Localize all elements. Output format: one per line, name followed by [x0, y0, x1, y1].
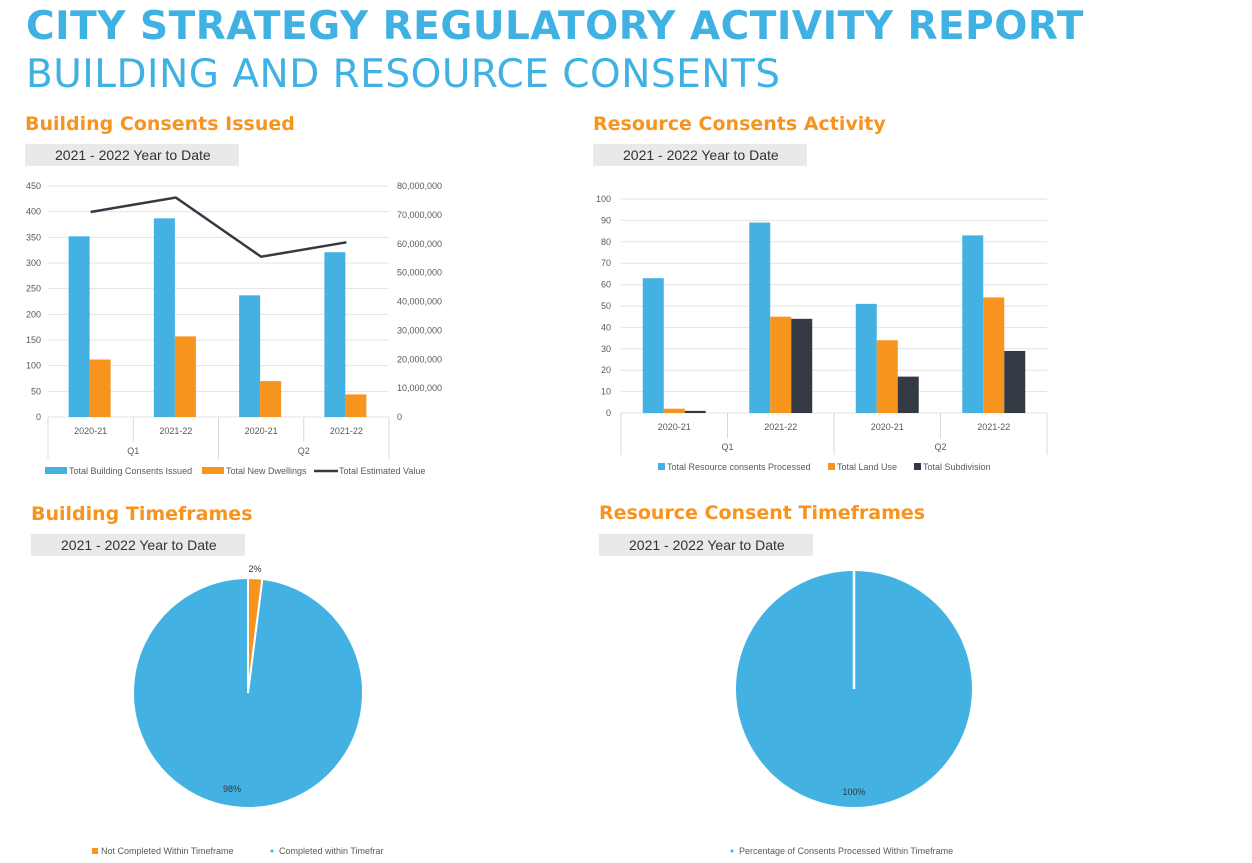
- bar-total-consents: [324, 252, 346, 417]
- bar-resource-processed: [962, 235, 984, 413]
- y-tick-label: 20: [601, 365, 611, 375]
- legend-label: Not Completed Within Timeframe: [101, 846, 234, 856]
- y-tick-label: 100: [26, 361, 41, 371]
- legend-label: Completed within Timefrar: [279, 846, 384, 856]
- y2-tick-label: 20,000,000: [397, 354, 442, 364]
- legend-swatch: [914, 463, 921, 470]
- y-tick-label: 40: [601, 322, 611, 332]
- y2-tick-label: 80,000,000: [397, 181, 442, 191]
- y-tick-label: 300: [26, 258, 41, 268]
- legend-swatch: [658, 463, 665, 470]
- legend-label: Total New Dwellings: [226, 466, 307, 476]
- legend-swatch: [45, 467, 67, 474]
- y-tick-label: 60: [601, 280, 611, 290]
- legend-label: Total Estimated Value: [339, 466, 425, 476]
- bar-total-consents: [68, 236, 90, 417]
- resource-consents-title: Resource Consents Activity: [593, 113, 886, 135]
- y-tick-label: 90: [601, 215, 611, 225]
- resource-consents-period: 2021 - 2022 Year to Date: [593, 144, 807, 166]
- bar-land-use: [876, 340, 898, 413]
- legend-label: Total Land Use: [837, 462, 897, 472]
- x-tick-label: 2021-22: [764, 422, 797, 432]
- bar-new-dwellings: [345, 394, 367, 417]
- y2-tick-label: 40,000,000: [397, 297, 442, 307]
- y-tick-label: 150: [26, 335, 41, 345]
- y-tick-label: 80: [601, 237, 611, 247]
- y-tick-label: 350: [26, 232, 41, 242]
- legend-swatch: [828, 463, 835, 470]
- building-consents-period: 2021 - 2022 Year to Date: [25, 144, 239, 166]
- y-tick-label: 30: [601, 344, 611, 354]
- y-tick-label: 10: [601, 387, 611, 397]
- bar-resource-processed: [855, 303, 877, 413]
- y-tick-label: 50: [601, 301, 611, 311]
- report-subtitle: BUILDING AND RESOURCE CONSENTS: [26, 52, 781, 97]
- bar-resource-processed: [642, 278, 664, 413]
- y2-tick-label: 50,000,000: [397, 268, 442, 278]
- x-tick-label: 2020-21: [74, 426, 107, 436]
- bar-new-dwellings: [260, 381, 282, 417]
- x-group-label: Q2: [934, 442, 946, 452]
- x-tick-label: 2021-22: [330, 426, 363, 436]
- bar-total-consents: [239, 295, 261, 417]
- y-tick-label: 400: [26, 207, 41, 217]
- bar-land-use: [983, 297, 1005, 413]
- y-tick-label: 50: [31, 386, 41, 396]
- y-tick-label: 450: [26, 181, 41, 191]
- bar-total-consents: [153, 218, 175, 417]
- y-tick-label: 70: [601, 258, 611, 268]
- y2-tick-label: 70,000,000: [397, 210, 442, 220]
- line-total-estimated-value: [90, 196, 347, 259]
- building-timeframes-title: Building Timeframes: [31, 503, 253, 525]
- legend-swatch: [730, 849, 734, 853]
- x-tick-label: 2020-21: [871, 422, 904, 432]
- bar-subdivision: [791, 318, 813, 413]
- bar-land-use: [663, 408, 685, 413]
- bar-resource-processed: [749, 222, 771, 413]
- x-group-label: Q1: [127, 446, 139, 456]
- legend-swatch: [270, 849, 274, 853]
- x-tick-label: 2020-21: [658, 422, 691, 432]
- bar-subdivision: [684, 410, 706, 413]
- y-tick-label: 100: [596, 194, 611, 204]
- building-consents-title: Building Consents Issued: [25, 113, 295, 135]
- y2-tick-label: 0: [397, 412, 402, 422]
- y-tick-label: 200: [26, 309, 41, 319]
- pie-data-label: 100%: [842, 787, 865, 797]
- building-timeframes-period: 2021 - 2022 Year to Date: [31, 534, 245, 556]
- bar-land-use: [770, 316, 792, 413]
- pie-slice-completed-within-timefrar: [132, 576, 364, 809]
- bar-new-dwellings: [174, 336, 196, 417]
- legend-label: Total Building Consents Issued: [69, 466, 192, 476]
- legend-label: Total Subdivision: [923, 462, 991, 472]
- pie-data-label: 2%: [248, 564, 261, 574]
- y2-tick-label: 10,000,000: [397, 383, 442, 393]
- y2-tick-label: 30,000,000: [397, 325, 442, 335]
- x-group-label: Q1: [721, 442, 733, 452]
- y2-tick-label: 60,000,000: [397, 239, 442, 249]
- y-tick-label: 250: [26, 284, 41, 294]
- x-tick-label: 2021-22: [159, 426, 192, 436]
- pie-data-label: 98%: [223, 784, 241, 794]
- legend-label: Percentage of Consents Processed Within …: [739, 846, 953, 856]
- y-tick-label: 0: [606, 408, 611, 418]
- x-group-label: Q2: [298, 446, 310, 456]
- y-tick-label: 0: [36, 412, 41, 422]
- resource-timeframes-title: Resource Consent Timeframes: [599, 502, 926, 524]
- bar-new-dwellings: [89, 359, 111, 417]
- legend-swatch: [202, 467, 224, 474]
- bar-subdivision: [1004, 350, 1026, 413]
- legend-label: Total Resource consents Processed: [667, 462, 811, 472]
- legend-swatch: [92, 848, 98, 854]
- resource-timeframes-period: 2021 - 2022 Year to Date: [599, 534, 813, 556]
- report-title: CITY STRATEGY REGULATORY ACTIVITY REPORT: [26, 4, 1084, 49]
- bar-subdivision: [897, 376, 919, 413]
- x-tick-label: 2020-21: [245, 426, 278, 436]
- x-tick-label: 2021-22: [977, 422, 1010, 432]
